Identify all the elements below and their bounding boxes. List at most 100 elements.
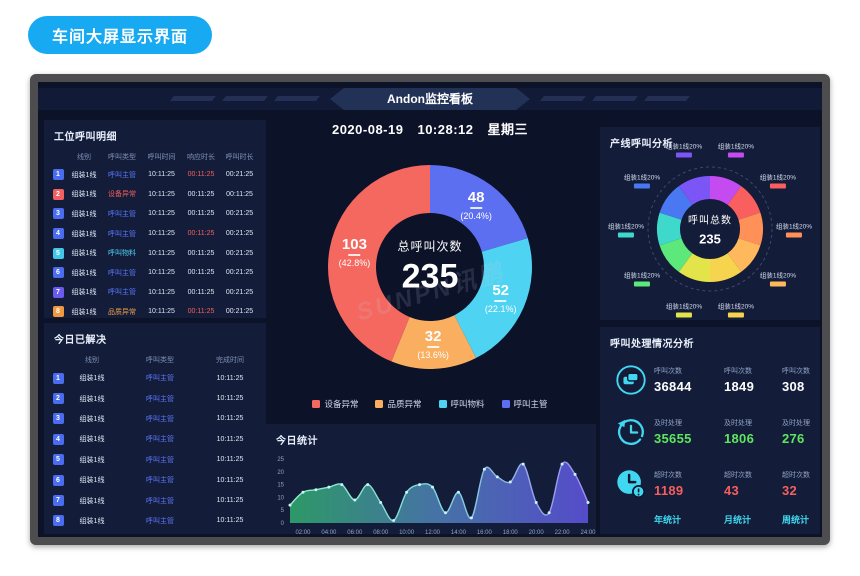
svg-text:04:00: 04:00 <box>321 530 337 536</box>
process-row-overtime: 超时次数1189超时次数43超时次数32 <box>600 458 820 510</box>
topbar-decoration-right <box>542 96 688 101</box>
resolved-table-body: 1组装1线呼叫主管10:11:252组装1线呼叫主管10:11:253组装1线呼… <box>44 368 266 531</box>
resolved-row: 6组装1线呼叫主管10:11:25 <box>44 470 266 490</box>
row-number-badge: 6 <box>53 267 64 278</box>
legend-item[interactable]: 呼叫物料 <box>439 398 485 410</box>
row-number-badge: 2 <box>53 393 64 404</box>
dashboard-screen: Andon监控看板 2020-08-1910:28:12星期三 工位呼叫明细 线… <box>38 82 822 537</box>
row-number-badge: 7 <box>53 495 64 506</box>
topbar-decoration-left <box>172 96 318 101</box>
svg-text:18:00: 18:00 <box>503 530 519 536</box>
ring-label: 组装1线20% <box>666 141 702 158</box>
svg-text:5: 5 <box>281 508 285 514</box>
panel-resolved: 今日已解决 线别呼叫类型完成时间 1组装1线呼叫主管10:11:252组装1线呼… <box>44 323 266 534</box>
legend-item[interactable]: 设备异常 <box>312 398 358 410</box>
svg-text:08:00: 08:00 <box>373 530 389 536</box>
row-number-badge: 8 <box>53 515 64 526</box>
resolved-row: 8组装1线呼叫主管10:11:25 <box>44 511 266 531</box>
call-row: 8组装1线品质异常10:11:2500:11:2500:21:25 <box>44 302 266 322</box>
panel-call-detail: 工位呼叫明细 线别呼叫类型呼叫时间响应时长呼叫时长 1组装1线呼叫主管10:11… <box>44 120 266 318</box>
stat-cell: 超时次数43 <box>724 470 782 498</box>
call-row: 4组装1线呼叫主管10:11:2500:11:2500:21:25 <box>44 224 266 244</box>
ring-label: 组装1线20% <box>760 171 796 188</box>
column-header: 线别 <box>66 355 118 365</box>
row-number-badge: 3 <box>53 208 64 219</box>
donut-center-value: 235 <box>397 258 462 297</box>
column-header: 完成时间 <box>202 355 258 365</box>
donut-segment-label: 32(13.6%) <box>417 328 449 360</box>
donut-center-label: 总呼叫次数 <box>397 238 462 255</box>
panel-process-analysis-title: 呼叫处理情况分析 <box>600 327 820 354</box>
legend-item[interactable]: 品质异常 <box>375 398 421 410</box>
ring-label: 组装1线20% <box>666 300 702 317</box>
svg-text:12:00: 12:00 <box>425 530 441 536</box>
resolved-row: 4组装1线呼叫主管10:11:25 <box>44 429 266 449</box>
panel-line-analysis: 产线呼叫分析 呼叫总数 235 组装1线20%组装1线20%组装1线20%组装1… <box>600 127 820 320</box>
line-donut-center: 呼叫总数 235 <box>688 212 732 247</box>
ring-label: 组装1线20% <box>718 300 754 317</box>
donut-segment-label: 48(20.4%) <box>460 189 492 221</box>
line-donut-center-value: 235 <box>688 232 732 247</box>
svg-text:22:00: 22:00 <box>555 530 571 536</box>
process-row-ontime: 及时处理35655及时处理1806及时处理276 <box>600 406 820 458</box>
resolved-row: 3组装1线呼叫主管10:11:25 <box>44 409 266 429</box>
dashboard-title: Andon监控看板 <box>330 88 530 110</box>
svg-text:20: 20 <box>277 470 284 476</box>
panel-process-analysis: 呼叫处理情况分析 呼叫次数36844呼叫次数1849呼叫次数308 <box>600 327 820 534</box>
ring-label: 组装1线20% <box>776 221 812 238</box>
row-number-badge: 1 <box>53 169 64 180</box>
column-header: 呼叫时长 <box>221 152 258 162</box>
stat-cell: 呼叫次数1849 <box>724 366 782 394</box>
row-number-badge: 1 <box>53 373 64 384</box>
tab-year-stats[interactable]: 年统计 <box>654 513 724 526</box>
tab-week-stats[interactable]: 周统计 <box>782 513 812 526</box>
ring-label: 组装1线20% <box>718 141 754 158</box>
call-row: 7组装1线呼叫主管10:11:2500:11:2500:21:25 <box>44 283 266 303</box>
panel-today-stats: 今日统计 051015202502:0004:0006:0008:0010:00… <box>266 424 596 534</box>
row-number-badge: 8 <box>53 306 64 317</box>
row-number-badge: 5 <box>53 248 64 259</box>
call-row: 3组装1线呼叫主管10:11:2500:11:2500:21:25 <box>44 204 266 224</box>
row-number-badge: 3 <box>53 413 64 424</box>
ontime-icon <box>608 415 654 449</box>
stats-footer-tabs: 年统计 月统计 周统计 <box>600 513 820 526</box>
panel-resolved-title: 今日已解决 <box>44 323 266 350</box>
line-donut-center-label: 呼叫总数 <box>688 212 732 227</box>
row-number-badge: 6 <box>53 475 64 486</box>
call-row: 2组装1线设备异常10:11:2500:11:2500:11:25 <box>44 185 266 205</box>
svg-text:10:00: 10:00 <box>399 530 415 536</box>
column-header: 呼叫类型 <box>118 355 202 365</box>
svg-text:10: 10 <box>277 495 284 501</box>
datetime-display: 2020-08-1910:28:12星期三 <box>265 119 595 138</box>
svg-text:15: 15 <box>277 483 284 489</box>
call-row: 6组装1线呼叫主管10:11:2500:11:2500:21:25 <box>44 263 266 283</box>
ring-label: 组装1线20% <box>608 221 644 238</box>
legend-item[interactable]: 呼叫主管 <box>502 398 548 410</box>
stat-cell: 超时次数1189 <box>654 470 724 498</box>
row-number-badge: 4 <box>53 228 64 239</box>
tab-month-stats[interactable]: 月统计 <box>724 513 782 526</box>
stat-cell: 及时处理35655 <box>654 418 724 446</box>
weekday-text: 星期三 <box>488 122 529 137</box>
row-number-badge: 2 <box>53 189 64 200</box>
calls-icon <box>608 363 654 397</box>
column-header: 呼叫时间 <box>142 152 181 162</box>
resolved-row: 1组装1线呼叫主管10:11:25 <box>44 368 266 388</box>
svg-text:06:00: 06:00 <box>347 530 363 536</box>
svg-text:25: 25 <box>277 457 284 463</box>
stat-cell: 超时次数32 <box>782 470 812 498</box>
resolved-row: 7组装1线呼叫主管10:11:25 <box>44 490 266 510</box>
column-header: 呼叫类型 <box>102 152 142 162</box>
call-row: 1组装1线呼叫主管10:11:2500:11:2500:21:25 <box>44 165 266 185</box>
svg-text:16:00: 16:00 <box>477 530 493 536</box>
row-number-badge: 7 <box>53 287 64 298</box>
call-detail-header: 线别呼叫类型呼叫时间响应时长呼叫时长 <box>44 149 266 165</box>
svg-text:14:00: 14:00 <box>451 530 467 536</box>
donut-legend: 设备异常 品质异常 呼叫物料 呼叫主管 <box>280 398 580 410</box>
panel-call-detail-title: 工位呼叫明细 <box>44 120 266 147</box>
column-header: 线别 <box>66 152 102 162</box>
call-detail-table-body: 1组装1线呼叫主管10:11:2500:11:2500:21:252组装1线设备… <box>44 165 266 322</box>
row-number-badge: 5 <box>53 454 64 465</box>
resolved-row: 2组装1线呼叫主管10:11:25 <box>44 388 266 408</box>
stat-cell: 及时处理1806 <box>724 418 782 446</box>
